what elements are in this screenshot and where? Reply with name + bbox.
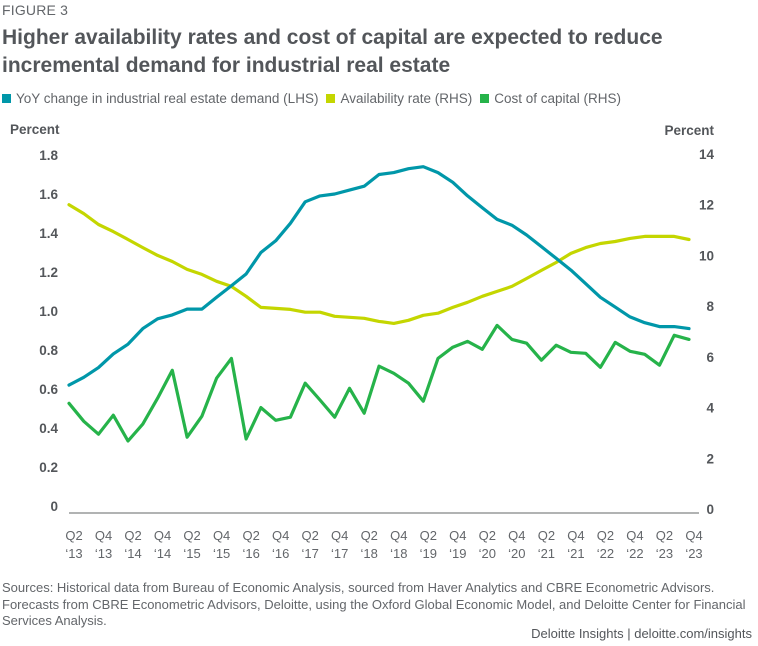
x-tick-label-year: ‘17 xyxy=(302,546,319,561)
right-tick-label: 12 xyxy=(699,198,714,213)
x-tick-label-quarter: Q2 xyxy=(597,528,614,543)
legend-item-availability: Availability rate (RHS) xyxy=(326,91,472,106)
chart: Percent Percent 0 0.2 0.4 0.6 0.8 1.0 1.2 1.4 1.… xyxy=(10,122,715,561)
left-tick-label: 0.8 xyxy=(39,343,58,358)
x-tick-label-year: ‘23 xyxy=(656,546,673,561)
x-tick-label-year: ‘17 xyxy=(331,546,348,561)
x-tick-label-quarter: Q2 xyxy=(183,528,200,543)
series-line-demand xyxy=(67,165,691,387)
x-tick-label-quarter: Q2 xyxy=(479,528,496,543)
sources-note: Sources: Historical data from Bureau of … xyxy=(2,580,746,628)
x-tick-label-quarter: Q4 xyxy=(626,528,643,543)
x-tick-label-year: ‘13 xyxy=(65,546,82,561)
x-tick-label-year: ‘13 xyxy=(95,546,112,561)
x-tick-label-quarter: Q4 xyxy=(154,528,171,543)
right-tick-label: 8 xyxy=(706,299,714,314)
x-tick-label-quarter: Q4 xyxy=(390,528,407,543)
left-tick-label: 1.8 xyxy=(39,148,58,163)
x-tick-label-quarter: Q2 xyxy=(124,528,141,543)
x-tick-label-quarter: Q2 xyxy=(538,528,555,543)
series-line-availability xyxy=(67,203,691,325)
left-axis-ticks: 0 0.2 0.4 0.6 0.8 1.0 1.2 1.4 1.6 1.8 xyxy=(39,148,58,514)
right-tick-label: 4 xyxy=(706,401,714,416)
left-tick-label: 0.6 xyxy=(39,382,58,397)
x-tick-label-year: ‘19 xyxy=(420,546,437,561)
left-tick-label: 0 xyxy=(50,499,58,514)
x-tick-label-year: ‘14 xyxy=(124,546,141,561)
x-tick-label-year: ‘15 xyxy=(183,546,200,561)
legend-swatch-demand xyxy=(2,94,11,103)
x-tick-label-quarter: Q4 xyxy=(95,528,112,543)
x-tick-label-year: ‘15 xyxy=(213,546,230,561)
legend-label-availability: Availability rate (RHS) xyxy=(340,91,473,106)
x-tick-label-quarter: Q4 xyxy=(272,528,289,543)
x-tick-label-year: ‘20 xyxy=(508,546,525,561)
right-tick-label: 14 xyxy=(699,147,715,162)
x-tick-label-quarter: Q4 xyxy=(508,528,525,543)
x-tick-label-quarter: Q4 xyxy=(567,528,584,543)
legend-item-demand: YoY change in industrial real estate dem… xyxy=(2,91,318,106)
x-tick-label-year: ‘22 xyxy=(597,546,614,561)
right-tick-label: 2 xyxy=(706,451,714,466)
legend-swatch-availability xyxy=(326,94,336,103)
left-tick-label: 0.4 xyxy=(39,421,58,436)
x-tick-label-quarter: Q2 xyxy=(420,528,437,543)
x-tick-label-quarter: Q4 xyxy=(213,528,230,543)
x-tick-label-year: ‘18 xyxy=(361,546,378,561)
x-tick-label-year: ‘21 xyxy=(567,546,584,561)
legend-label-demand: YoY change in industrial real estate dem… xyxy=(16,91,319,106)
x-tick-label-year: ‘16 xyxy=(272,546,289,561)
right-tick-label: 6 xyxy=(706,350,714,365)
x-tick-label-year: ‘22 xyxy=(626,546,643,561)
legend-label-cost: Cost of capital (RHS) xyxy=(494,91,622,106)
series-layer xyxy=(67,165,691,443)
x-tick-label-year: ‘19 xyxy=(449,546,466,561)
legend-swatch-cost xyxy=(480,94,490,103)
left-tick-label: 1.0 xyxy=(39,304,58,319)
x-tick-label-quarter: Q2 xyxy=(302,528,319,543)
x-tick-label-quarter: Q2 xyxy=(361,528,378,543)
x-tick-label-quarter: Q2 xyxy=(242,528,259,543)
x-axis-ticks: Q2 ‘13 Q4 ‘13 Q2 ‘14 Q4 ‘14 Q2 ‘15 Q4 ‘15 Q2 ‘16 Q4 ‘16… xyxy=(65,528,702,561)
left-tick-label: 1.6 xyxy=(39,187,58,202)
x-tick-label-quarter: Q2 xyxy=(656,528,673,543)
x-tick-label-year: ‘23 xyxy=(685,546,702,561)
chart-title: Higher availability rates and cost of ca… xyxy=(2,26,663,77)
x-tick-label-year: ‘18 xyxy=(390,546,407,561)
brand-footer: Deloitte Insights | deloitte.com/insight… xyxy=(531,626,752,641)
x-tick-label-quarter: Q4 xyxy=(331,528,348,543)
right-axis-title: Percent xyxy=(664,123,714,138)
x-tick-label-quarter: Q4 xyxy=(685,528,702,543)
left-tick-label: 0.2 xyxy=(39,460,58,475)
legend-item-cost: Cost of capital (RHS) xyxy=(480,91,621,106)
right-tick-label: 0 xyxy=(706,502,714,517)
left-axis-title: Percent xyxy=(10,122,60,137)
left-tick-label: 1.4 xyxy=(39,226,58,241)
legend: YoY change in industrial real estate dem… xyxy=(2,91,621,106)
series-line-cost xyxy=(67,323,691,443)
left-tick-label: 1.2 xyxy=(39,265,58,280)
right-tick-label: 10 xyxy=(699,248,714,263)
x-tick-label-year: ‘16 xyxy=(242,546,259,561)
figure-label: FIGURE 3 xyxy=(2,2,69,18)
x-tick-label-year: ‘20 xyxy=(479,546,496,561)
x-tick-label-quarter: Q2 xyxy=(65,528,82,543)
x-tick-label-year: ‘14 xyxy=(154,546,171,561)
x-tick-label-quarter: Q4 xyxy=(449,528,466,543)
x-tick-label-year: ‘21 xyxy=(538,546,555,561)
right-axis-ticks: 0 2 4 6 8 10 12 14 xyxy=(699,147,715,517)
